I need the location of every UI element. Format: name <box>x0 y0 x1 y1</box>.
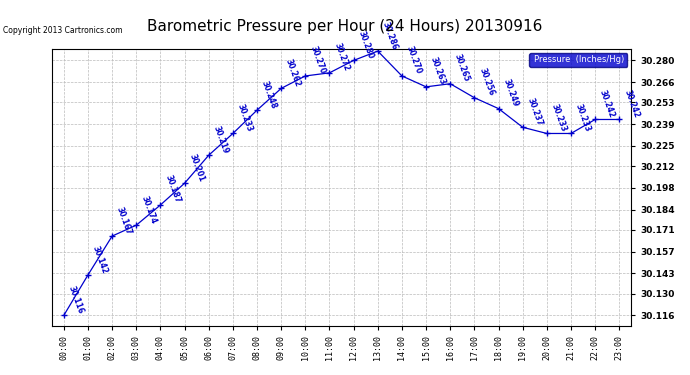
Text: 30.174: 30.174 <box>139 194 157 225</box>
Text: 30.142: 30.142 <box>91 244 109 274</box>
Text: 30.270: 30.270 <box>405 45 423 76</box>
Text: 30.233: 30.233 <box>550 103 568 133</box>
Text: Copyright 2013 Cartronics.com: Copyright 2013 Cartronics.com <box>3 26 123 35</box>
Text: 30.201: 30.201 <box>188 153 206 183</box>
Legend: Pressure  (Inches/Hg): Pressure (Inches/Hg) <box>529 53 627 67</box>
Text: 30.249: 30.249 <box>502 78 520 108</box>
Text: 30.233: 30.233 <box>236 103 254 133</box>
Text: 30.242: 30.242 <box>622 89 640 119</box>
Text: 30.272: 30.272 <box>333 42 351 72</box>
Text: 30.116: 30.116 <box>67 285 85 315</box>
Text: 30.242: 30.242 <box>598 89 616 119</box>
Text: 30.237: 30.237 <box>526 96 544 127</box>
Text: 30.187: 30.187 <box>164 174 182 205</box>
Text: 30.265: 30.265 <box>453 53 471 83</box>
Text: 30.270: 30.270 <box>308 45 326 76</box>
Text: 30.262: 30.262 <box>284 58 302 88</box>
Text: 30.263: 30.263 <box>429 56 447 87</box>
Text: 30.167: 30.167 <box>115 205 133 236</box>
Text: 30.219: 30.219 <box>212 124 230 155</box>
Text: Barometric Pressure per Hour (24 Hours) 20130916: Barometric Pressure per Hour (24 Hours) … <box>147 19 543 34</box>
Text: 30.286: 30.286 <box>381 20 399 51</box>
Text: 30.280: 30.280 <box>357 30 375 60</box>
Text: 30.256: 30.256 <box>477 67 495 98</box>
Text: 30.248: 30.248 <box>260 79 278 110</box>
Text: 30.233: 30.233 <box>574 103 592 133</box>
